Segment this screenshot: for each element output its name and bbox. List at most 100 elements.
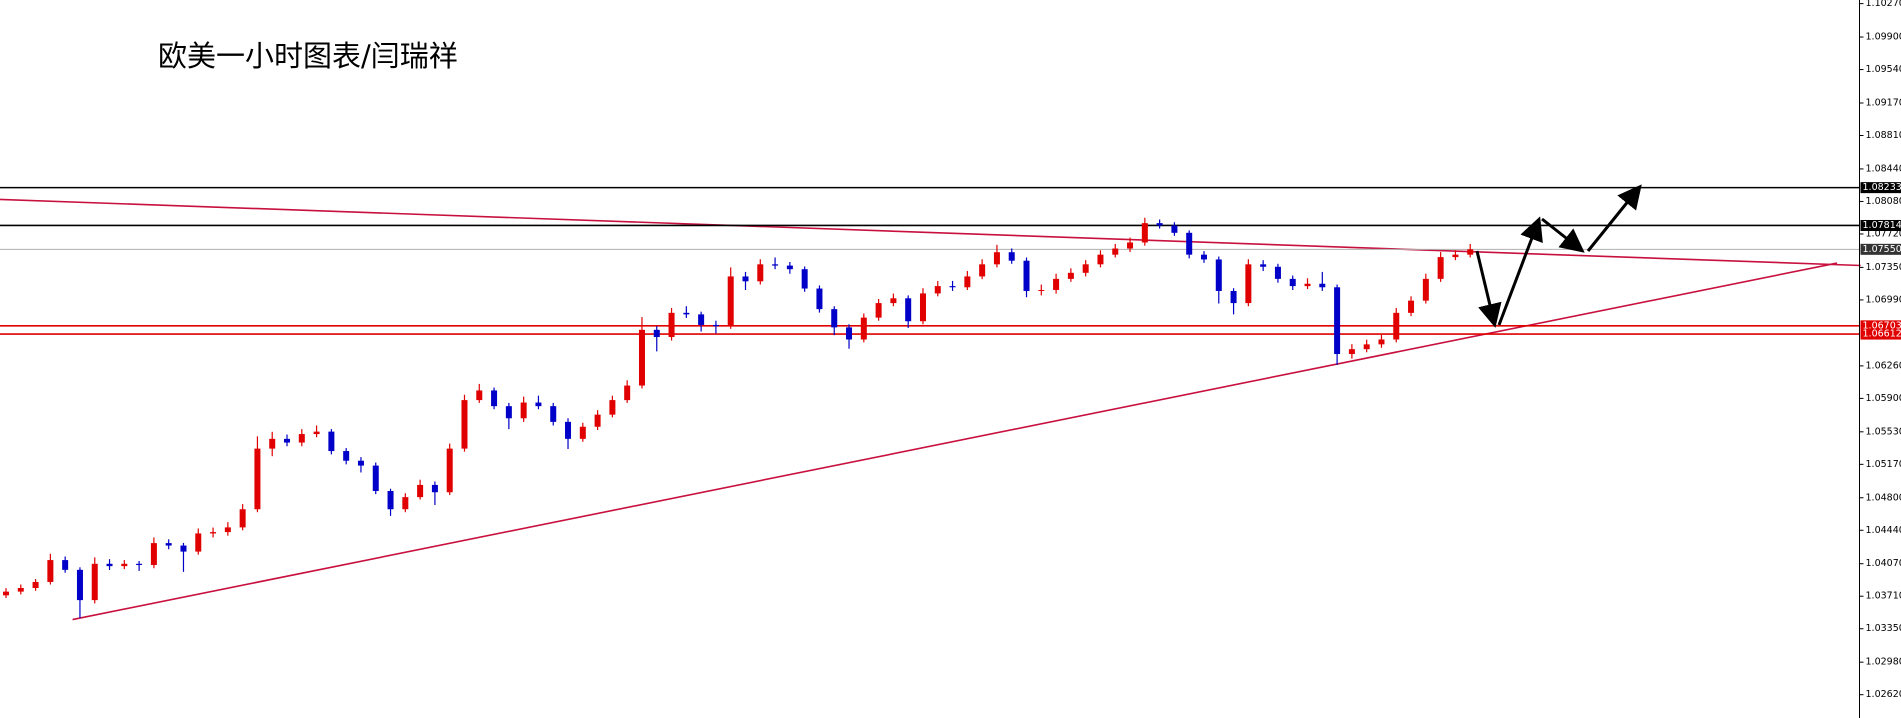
- candle-body: [535, 402, 542, 407]
- candle-body: [254, 448, 261, 510]
- candle-body: [121, 563, 128, 567]
- candle-body: [1230, 290, 1237, 304]
- candle-body: [1156, 223, 1163, 226]
- candle-body: [431, 484, 438, 493]
- price-level-label: 1.06612: [1863, 329, 1901, 340]
- candle-body: [919, 293, 926, 322]
- candle-body: [772, 264, 779, 266]
- candle-body: [195, 533, 202, 552]
- candle-body: [328, 431, 335, 452]
- candle-body: [3, 591, 9, 596]
- y-tick-label: 1.03710: [1866, 591, 1901, 602]
- arrow: [1586, 184, 1642, 252]
- candle-body: [1378, 339, 1385, 345]
- candle-body: [890, 298, 897, 304]
- candle-body: [1245, 264, 1252, 304]
- candle-body: [1393, 312, 1400, 340]
- y-tick-label: 1.02620: [1866, 689, 1901, 700]
- candle-body: [136, 563, 143, 565]
- y-tick-label: 1.06990: [1866, 294, 1901, 305]
- candle-body: [801, 269, 808, 289]
- candle-body: [786, 265, 793, 270]
- candle-body: [653, 329, 660, 338]
- y-tick-label: 1.05530: [1866, 426, 1901, 437]
- candle-body: [106, 563, 113, 567]
- candle-body: [17, 588, 24, 592]
- price-level-label: 1.07550: [1863, 244, 1901, 255]
- trend-line: [0, 198, 1861, 267]
- candle-body: [461, 400, 468, 449]
- candle-body: [180, 545, 187, 552]
- candle-body: [594, 414, 601, 427]
- candle-body: [1053, 278, 1060, 290]
- candle-body: [269, 438, 276, 449]
- candle-body: [949, 286, 956, 288]
- candle-body: [1200, 254, 1207, 260]
- candle-body: [224, 527, 231, 533]
- candle-body: [816, 288, 823, 310]
- candle-body: [357, 460, 364, 466]
- candle-body: [1067, 272, 1074, 279]
- candle-body: [624, 385, 631, 401]
- candle-body: [372, 465, 379, 491]
- price-level-label: 1.06703: [1863, 320, 1901, 331]
- candle-body: [579, 426, 586, 439]
- y-tick-label: 1.08810: [1866, 130, 1901, 141]
- candle-body: [550, 406, 557, 422]
- candle-body: [1363, 344, 1370, 350]
- y-tick-label: 1.09540: [1866, 64, 1901, 75]
- candle-body: [491, 390, 498, 407]
- candle-body: [565, 421, 572, 439]
- candle-body: [417, 484, 424, 498]
- price-level-label: 1.08233: [1863, 182, 1901, 193]
- candle-body: [668, 312, 675, 338]
- y-tick-label: 1.07720: [1866, 228, 1901, 239]
- y-tick-label: 1.06260: [1866, 360, 1901, 371]
- candle-body: [165, 543, 172, 546]
- projection-arrows: [1475, 184, 1642, 328]
- candle-body: [1082, 264, 1089, 273]
- candle-body: [905, 298, 912, 322]
- candle-body: [62, 560, 69, 570]
- candle-body: [1141, 223, 1148, 243]
- y-tick-label: 1.09900: [1866, 32, 1901, 43]
- y-tick-label: 1.04070: [1866, 558, 1901, 569]
- candle-body: [638, 329, 645, 386]
- candle-body: [284, 438, 291, 443]
- price-level-box: [1860, 182, 1901, 194]
- candle-body: [343, 451, 350, 461]
- candle-body: [313, 431, 320, 435]
- candle-body: [1467, 249, 1474, 255]
- candle-body: [934, 286, 941, 294]
- y-tick-label: 1.05900: [1866, 393, 1901, 404]
- candle-body: [1408, 300, 1415, 313]
- y-tick-label: 1.08440: [1866, 163, 1901, 174]
- candle-body: [683, 312, 690, 315]
- arrow: [1541, 217, 1585, 253]
- candle-body: [698, 314, 705, 325]
- price-level-box: [1860, 243, 1901, 255]
- candle-body: [210, 532, 217, 534]
- price-level-box: [1860, 219, 1901, 231]
- candle-body: [387, 490, 394, 510]
- candle-body: [1186, 232, 1193, 255]
- candle-body: [993, 252, 1000, 265]
- candle-body: [1304, 283, 1311, 287]
- plot-area: [0, 186, 1861, 621]
- y-tick-label: 1.05170: [1866, 459, 1901, 470]
- candle-body: [1127, 242, 1134, 249]
- arrow: [1475, 250, 1502, 328]
- candle-body: [32, 581, 39, 589]
- y-tick-label: 1.08080: [1866, 196, 1901, 207]
- y-tick-label: 1.04800: [1866, 492, 1901, 503]
- trend-line: [72, 262, 1838, 621]
- candle-body: [1334, 287, 1341, 355]
- y-tick-label: 1.10270: [1866, 0, 1901, 9]
- candle-body: [1289, 278, 1296, 287]
- candle-body: [1422, 278, 1429, 301]
- candle-body: [1171, 225, 1178, 233]
- candle-body: [520, 402, 527, 419]
- candle-body: [1274, 266, 1281, 279]
